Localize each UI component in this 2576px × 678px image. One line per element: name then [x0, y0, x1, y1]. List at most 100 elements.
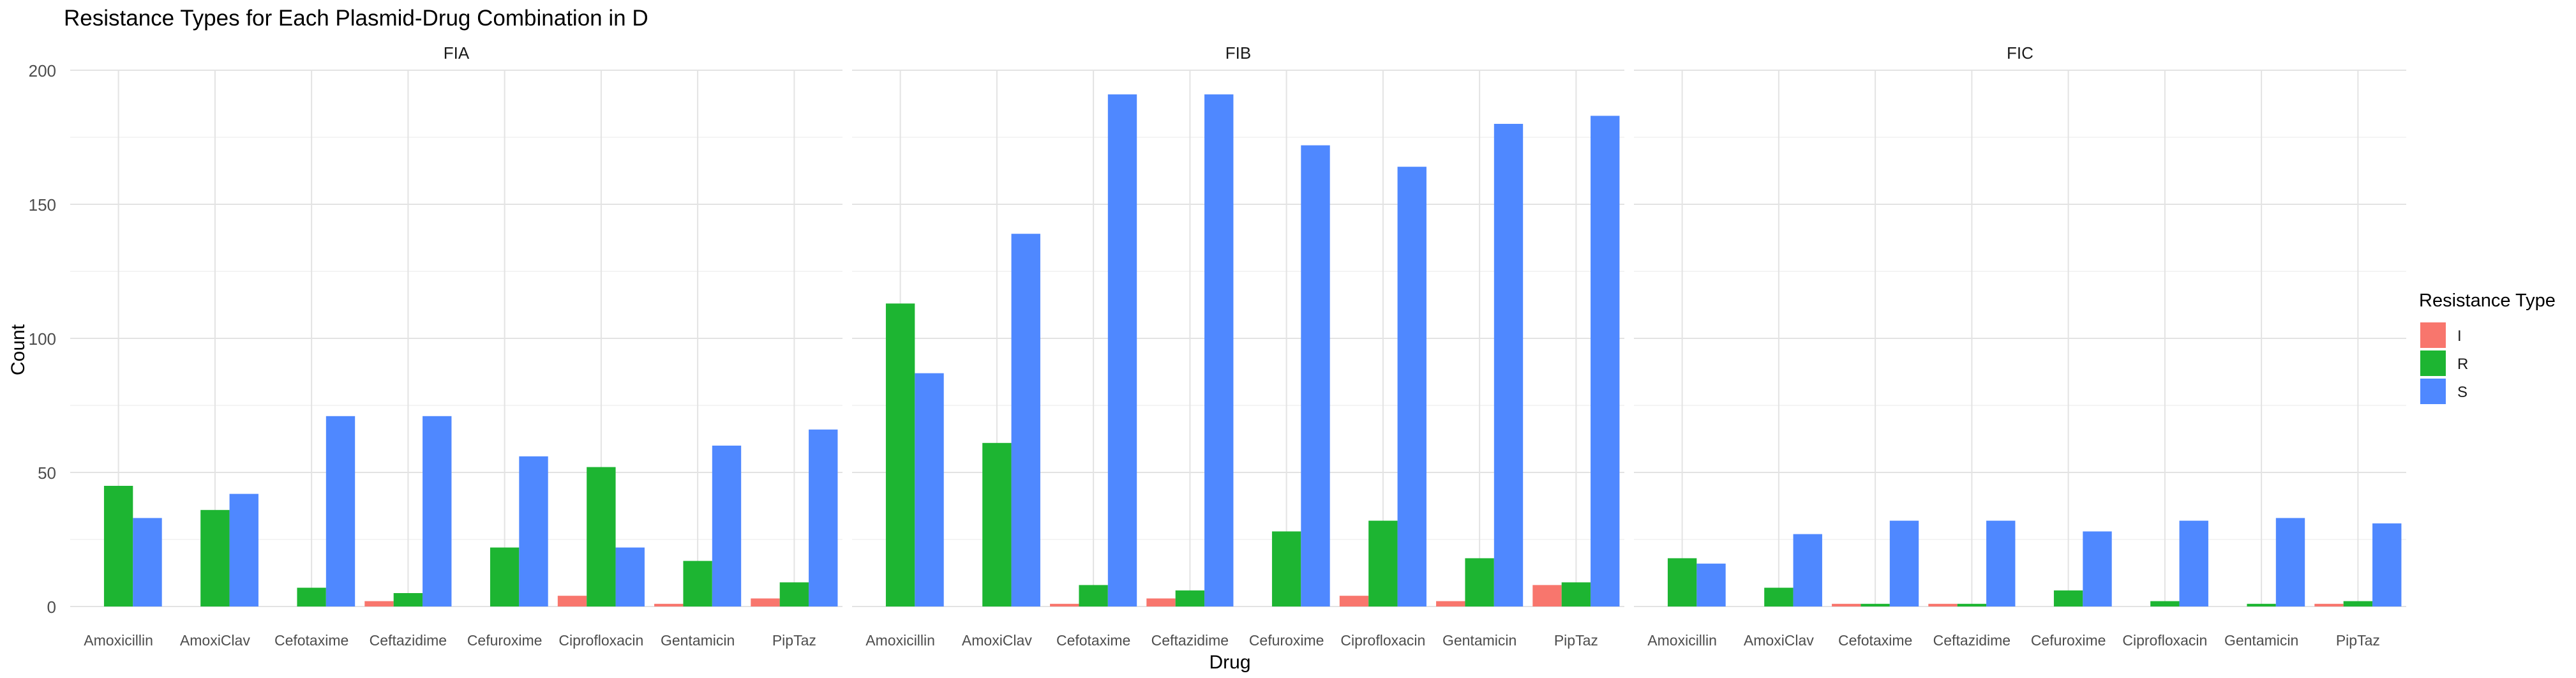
x-tick-label: Cefuroxime: [467, 632, 543, 649]
bar-fib-r: [1175, 590, 1205, 606]
x-tick-label: PipTaz: [1554, 632, 1598, 649]
bar-fib-r: [1465, 558, 1494, 606]
x-tick-label: Amoxicillin: [865, 632, 935, 649]
bar-fic-s: [2179, 520, 2208, 606]
y-tick-label: 200: [29, 61, 56, 80]
x-tick-label: Ceftazidime: [1933, 632, 2011, 649]
x-axis-label: Drug: [1209, 652, 1250, 673]
x-tick-label: Cefotaxime: [1056, 632, 1130, 649]
bar-fib-r: [982, 442, 1012, 606]
legend: Resistance Type IRS: [2419, 290, 2556, 404]
bar-fib-s: [1204, 94, 1234, 607]
y-tick-label: 150: [29, 195, 56, 215]
bar-fic-r: [2343, 601, 2373, 606]
bar-fic-s: [2275, 518, 2305, 606]
legend-title: Resistance Type: [2419, 290, 2556, 311]
bar-fib-i: [1146, 598, 1176, 606]
bar-fia-r: [297, 587, 326, 606]
x-tick-label: Ceftazidime: [370, 632, 447, 649]
x-tick-label: Gentamicin: [661, 632, 735, 649]
bar-fic-i: [1832, 603, 1861, 606]
bar-fia-s: [615, 547, 645, 606]
bar-fia-r: [103, 486, 133, 606]
x-tick-label: Cefotaxime: [1838, 632, 1912, 649]
bar-fib-r: [1561, 582, 1591, 606]
bar-fia-s: [133, 518, 162, 606]
y-axis-ticks: 0 50 100 150 200: [29, 61, 56, 617]
bar-fic-i: [1928, 603, 1958, 606]
bar-fic-s: [1889, 520, 1919, 606]
bar-fib-r: [1079, 585, 1108, 606]
panel-fia: FIA Amoxicillin AmoxiClav Cefotaxime Ceftazi…: [70, 43, 842, 649]
bar-fib-s: [1107, 94, 1137, 607]
x-tick-label: Ceftazidime: [1151, 632, 1229, 649]
legend-key-i: [2420, 322, 2446, 348]
x-tick-label: PipTaz: [772, 632, 816, 649]
bar-fia-s: [326, 416, 356, 606]
panel-strip-label: FIA: [444, 43, 470, 63]
bar-fia-i: [654, 603, 684, 606]
x-tick-label: Ciprofloxacin: [1340, 632, 1425, 649]
bar-fia-i: [751, 598, 780, 606]
x-tick-label: Ciprofloxacin: [558, 632, 643, 649]
bar-fib-s: [1011, 234, 1040, 606]
bar-fia-s: [519, 456, 548, 606]
bar-fia-s: [809, 429, 838, 606]
legend-label: R: [2457, 356, 2468, 373]
bar-fic-s: [2372, 523, 2402, 606]
bar-fic-i: [2314, 603, 2344, 606]
bar-fia-i: [364, 601, 394, 606]
x-tick-label: Amoxicillin: [84, 632, 153, 649]
panels: FIA Amoxicillin AmoxiClav Cefotaxime Ceftazi…: [70, 43, 2406, 649]
x-tick-label: AmoxiClav: [1744, 632, 1814, 649]
bar-fic-r: [1764, 587, 1793, 606]
panel-fic: FIC Amoxicillin AmoxiClav Cefotaxime Ceftazi…: [1634, 43, 2406, 649]
bar-fia-r: [393, 593, 423, 606]
legend-label: S: [2457, 384, 2467, 401]
bar-fib-s: [915, 373, 944, 606]
bar-fic-s: [2083, 531, 2112, 606]
bar-fia-r: [779, 582, 809, 606]
panel-strip-label: FIB: [1225, 43, 1251, 63]
bar-fic-r: [1957, 603, 1987, 606]
bar-fib-i: [1436, 601, 1465, 606]
bar-fic-s: [1986, 520, 2016, 606]
bar-fib-i: [1050, 603, 1079, 606]
x-tick-label: Cefotaxime: [274, 632, 348, 649]
bar-fic-r: [2150, 601, 2180, 606]
y-tick-label: 100: [29, 329, 56, 349]
bar-fib-r: [1368, 520, 1398, 606]
bar-fic-r: [1861, 603, 1890, 606]
x-tick-label: AmoxiClav: [962, 632, 1032, 649]
bar-fia-s: [423, 416, 452, 606]
bar-fia-r: [490, 547, 520, 606]
bar-fic-r: [2053, 590, 2083, 606]
y-tick-label: 50: [38, 463, 56, 483]
legend-label: I: [2457, 328, 2462, 345]
bar-fia-s: [229, 493, 258, 606]
legend-items: IRS: [2420, 322, 2468, 404]
bar-fib-s: [1397, 167, 1427, 606]
bar-fia-r: [200, 509, 230, 606]
legend-key-r: [2420, 350, 2446, 376]
x-tick-label: Gentamicin: [1442, 632, 1516, 649]
chart-title: Resistance Types for Each Plasmid-Drug C…: [64, 6, 648, 31]
x-tick-label: Cefuroxime: [2031, 632, 2106, 649]
x-tick-label: AmoxiClav: [180, 632, 250, 649]
bar-fib-i: [1339, 596, 1369, 606]
bar-fib-i: [1532, 585, 1562, 606]
bar-fia-s: [712, 446, 742, 606]
bar-fic-s: [1696, 563, 1726, 606]
x-tick-label: Amoxicillin: [1647, 632, 1717, 649]
bar-fib-r: [885, 303, 915, 606]
x-tick-label: PipTaz: [2336, 632, 2380, 649]
bar-fic-r: [1667, 558, 1697, 606]
bar-fia-r: [587, 467, 616, 606]
x-tick-label: Gentamicin: [2224, 632, 2298, 649]
panel-fib: FIB Amoxicillin AmoxiClav Cefotaxime Ceftazi…: [852, 43, 1624, 649]
x-tick-label: Cefuroxime: [1249, 632, 1324, 649]
bar-fib-r: [1271, 531, 1301, 606]
bar-fic-s: [1793, 534, 1822, 606]
bar-fic-r: [2247, 603, 2276, 606]
